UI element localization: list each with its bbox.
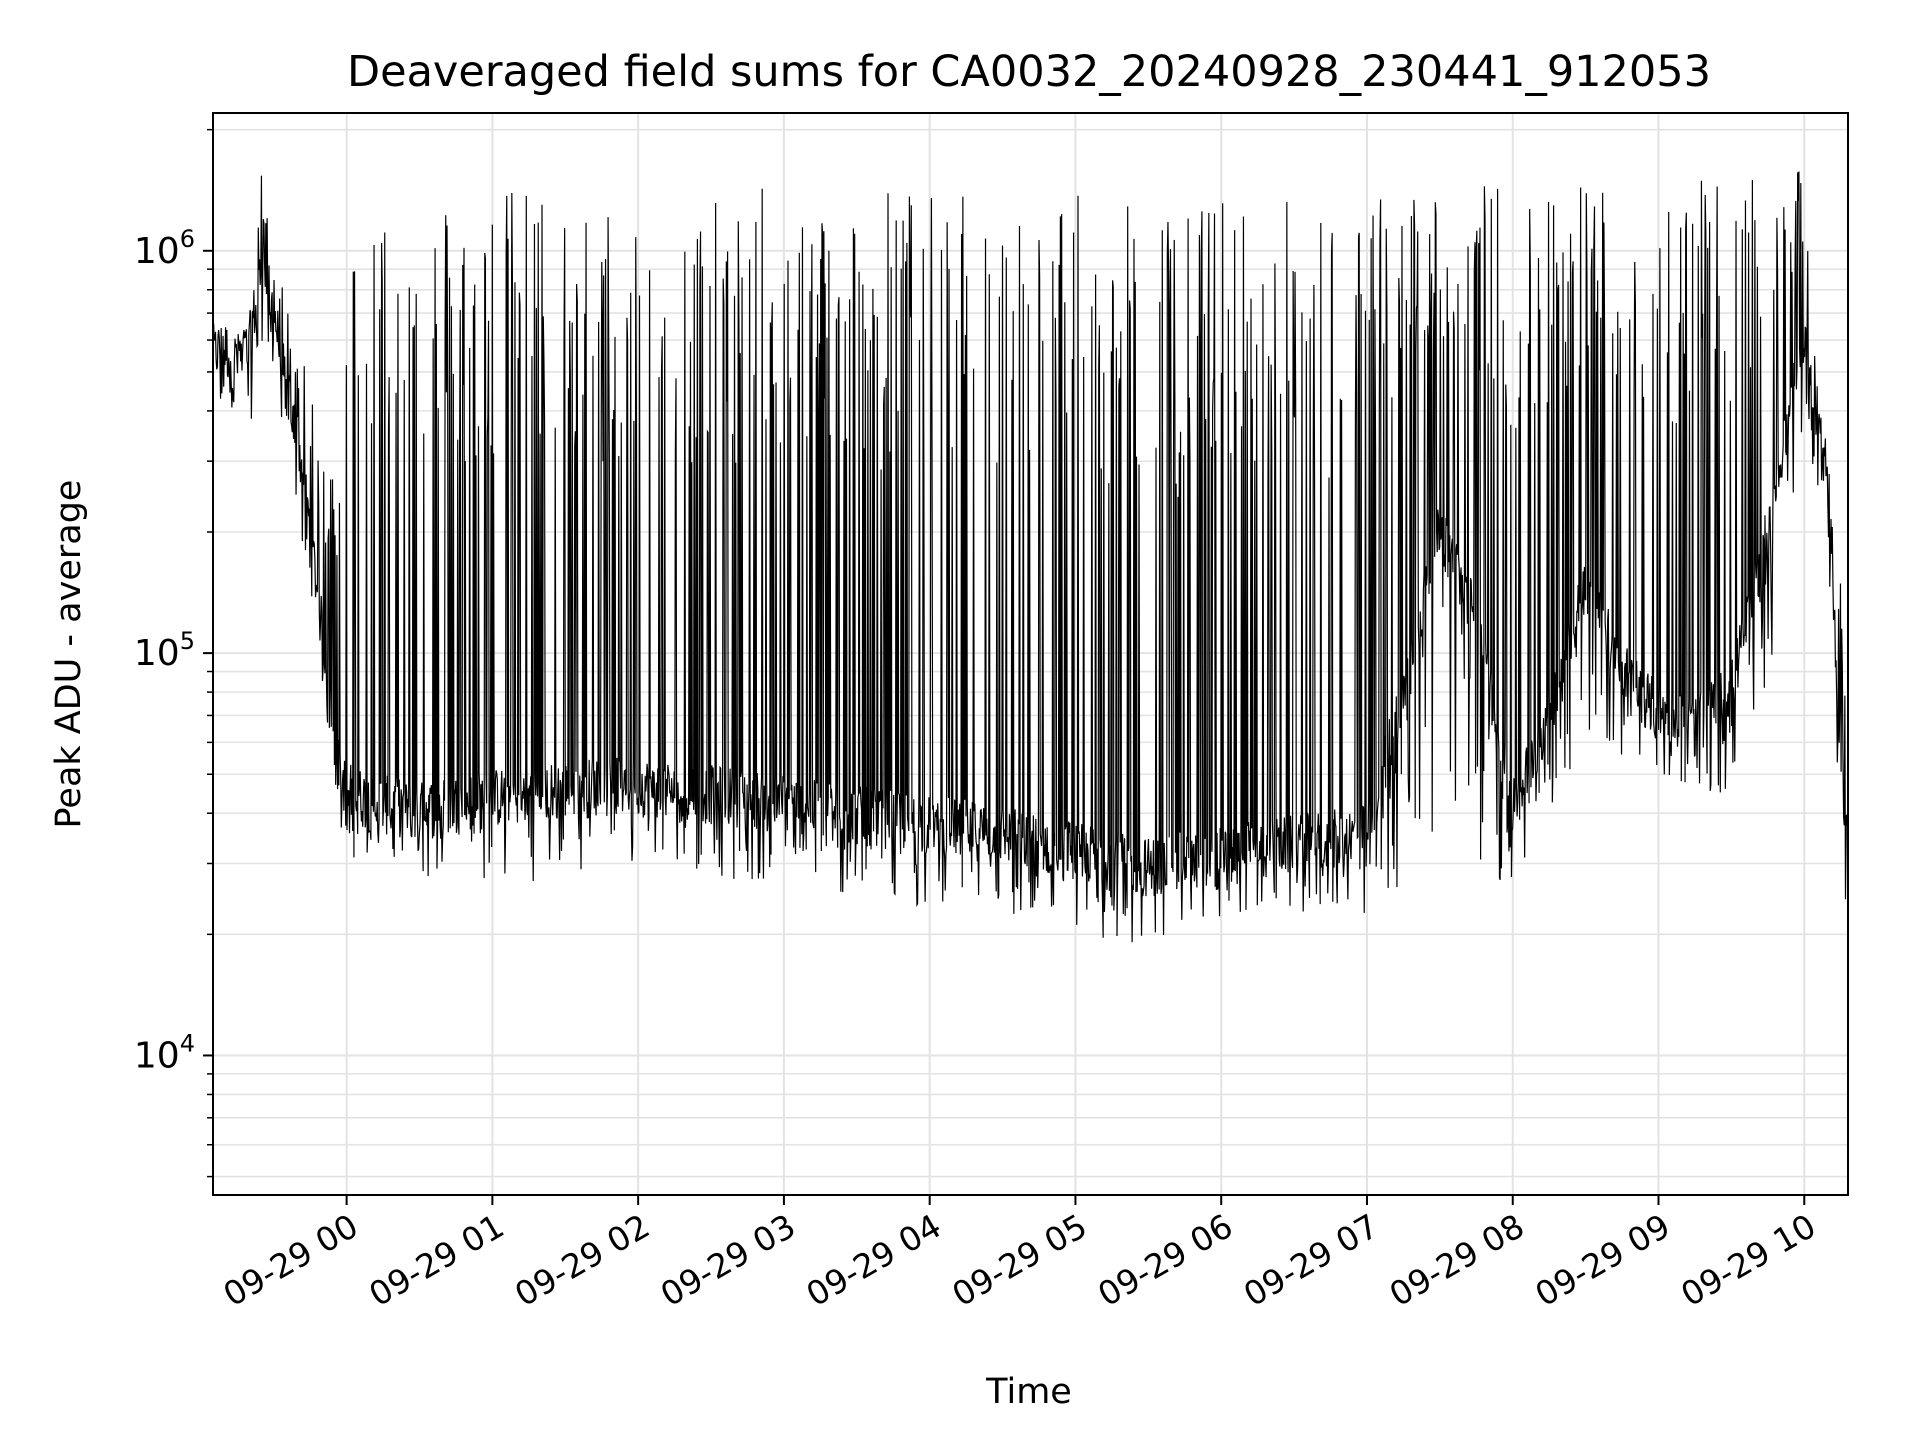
x-tick-label: 09-29 00	[217, 1206, 365, 1314]
x-tick-label: 09-29 02	[508, 1206, 656, 1314]
x-tick-label: 09-29 03	[654, 1206, 802, 1314]
series-line	[212, 171, 1849, 1002]
y-axis-label: Peak ADU - average	[49, 480, 89, 829]
x-tick-label: 09-29 10	[1674, 1206, 1822, 1314]
y-tick-label: 106	[134, 225, 195, 272]
x-tick-label: 09-29 06	[1091, 1206, 1239, 1314]
x-tick-label: 09-29 05	[945, 1206, 1093, 1314]
chart-title: Deaveraged field sums for CA0032_2024092…	[347, 47, 1711, 97]
x-tick-label: 09-29 01	[362, 1206, 510, 1314]
x-tick-label: 09-29 09	[1529, 1206, 1677, 1314]
x-axis-label: Time	[985, 1372, 1072, 1412]
x-tick-label: 09-29 07	[1237, 1206, 1385, 1314]
series-0-line	[212, 171, 1849, 1002]
x-tick-label: 09-29 04	[800, 1206, 948, 1314]
y-tick-label: 104	[134, 1029, 195, 1076]
x-tick-label: 09-29 08	[1383, 1206, 1531, 1314]
y-tick-label: 105	[134, 627, 195, 674]
